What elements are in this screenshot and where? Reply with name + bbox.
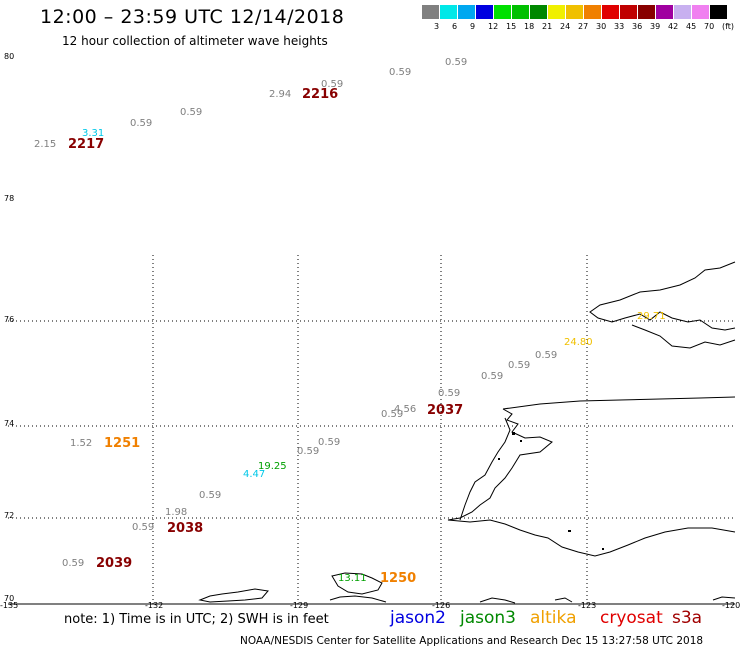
colorbar-swatch [548,5,566,19]
colorbar-label: 45 [686,22,697,31]
wave-value: 0.59 [62,558,84,569]
note-text: note: 1) Time is in UTC; 2) SWH is in fe… [64,612,329,627]
wave-value: 0.59 [481,371,503,382]
wave-value: 0.59 [318,437,340,448]
colorbar-swatch [422,5,440,19]
colorbar-swatch [458,5,476,19]
colorbar-swatch [710,5,728,19]
colorbar-label: 21 [542,22,553,31]
graticule [8,255,735,605]
wave-value: 0.59 [508,360,530,371]
lat-label: 70 [4,594,14,603]
wave-value: 0.59 [321,79,343,90]
wave-value: 1.52 [70,438,92,449]
colorbar-swatch [566,5,584,19]
colorbar-label: 18 [524,22,535,31]
lon-label: -135 [0,601,18,610]
pass-label: 2216 [302,87,338,102]
wave-value: 29.71 [637,311,666,322]
colorbar-label: 12 [488,22,499,31]
wave-value: 4.56 [394,404,416,415]
lon-label: -123 [578,601,596,610]
lon-label: -126 [432,601,450,610]
lat-label: 74 [4,419,14,428]
coastline [198,261,736,604]
pass-label: 2037 [427,403,463,418]
colorbar-label: 70 [704,22,715,31]
lat-label: 80 [4,52,14,61]
colorbar-swatch [494,5,512,19]
colorbar-swatch [620,5,638,19]
wave-value: 0.59 [445,57,467,68]
lon-label: -120 [722,601,740,610]
colorbar-label: 9 [470,22,476,31]
colorbar-swatch [674,5,692,19]
colorbar-swatch [440,5,458,19]
satellite-altika: altika [530,608,577,628]
satellite-s3a: s3a [672,608,703,628]
colorbar-label: 24 [560,22,571,31]
colorbar-label: 3 [434,22,440,31]
wave-height-colorbar: 3 6 9 12 15 18 21 24 27 30 33 36 39 42 45 70 (ft) [422,5,734,33]
colorbar-swatch [476,5,494,19]
colorbar-swatch [584,5,602,19]
wave-value: 0.59 [438,388,460,399]
colorbar-label: 33 [614,22,625,31]
colorbar-swatch [512,5,530,19]
wave-value: 0.59 [389,67,411,78]
wave-value: 19.25 [258,461,287,472]
wave-value: 0.59 [381,409,403,420]
wave-value: 4.47 [243,469,265,480]
lon-label: -129 [290,601,308,610]
credit-line: NOAA/NESDIS Center for Satellite Applica… [240,635,704,647]
colorbar-label: 42 [668,22,679,31]
map-title: 12:00 – 23:59 UTC 12/14/2018 [40,6,345,28]
wave-value: 2.15 [34,139,56,150]
wave-value: 0.59 [180,107,202,118]
satellite-jason3: jason3 [460,608,516,628]
wave-value: 3.31 [82,128,104,139]
colorbar-label: 15 [506,22,517,31]
colorbar-swatches [422,5,728,19]
pass-label: 2217 [68,137,104,152]
lat-label: 78 [4,194,14,203]
map-subtitle: 12 hour collection of altimeter wave hei… [62,34,328,48]
wave-value: 24.80 [564,337,593,348]
wave-value: 0.59 [535,350,557,361]
wave-value: 2.94 [269,89,291,100]
colorbar-swatch [692,5,710,19]
wave-value: 0.59 [130,118,152,129]
colorbar-label: 39 [650,22,661,31]
pass-label: 1251 [104,436,140,451]
colorbar-swatch [638,5,656,19]
colorbar-swatch [530,5,548,19]
colorbar-label: 30 [596,22,607,31]
colorbar-label: 27 [578,22,589,31]
colorbar-labels: 3 6 9 12 15 18 21 24 27 30 33 36 39 42 45 70 (ft) [422,19,734,33]
lon-label: -132 [145,601,163,610]
satellite-jason2: jason2 [390,608,446,628]
colorbar-swatch [656,5,674,19]
pass-label: 2038 [167,521,203,536]
wave-value: 0.59 [297,446,319,457]
colorbar-label: (ft) [722,22,735,31]
lat-label: 72 [4,511,14,520]
lat-label: 76 [4,315,14,324]
pass-label: 2039 [96,556,132,571]
wave-value: 0.59 [199,490,221,501]
colorbar-label: 6 [452,22,458,31]
colorbar-swatch [602,5,620,19]
wave-value: 13.11 [338,573,367,584]
pass-label: 1250 [380,571,416,586]
wave-value: 1.98 [165,507,187,518]
wave-value: 0.59 [132,522,154,533]
colorbar-label: 36 [632,22,643,31]
islands [498,432,604,550]
satellite-cryosat: cryosat [600,608,663,628]
